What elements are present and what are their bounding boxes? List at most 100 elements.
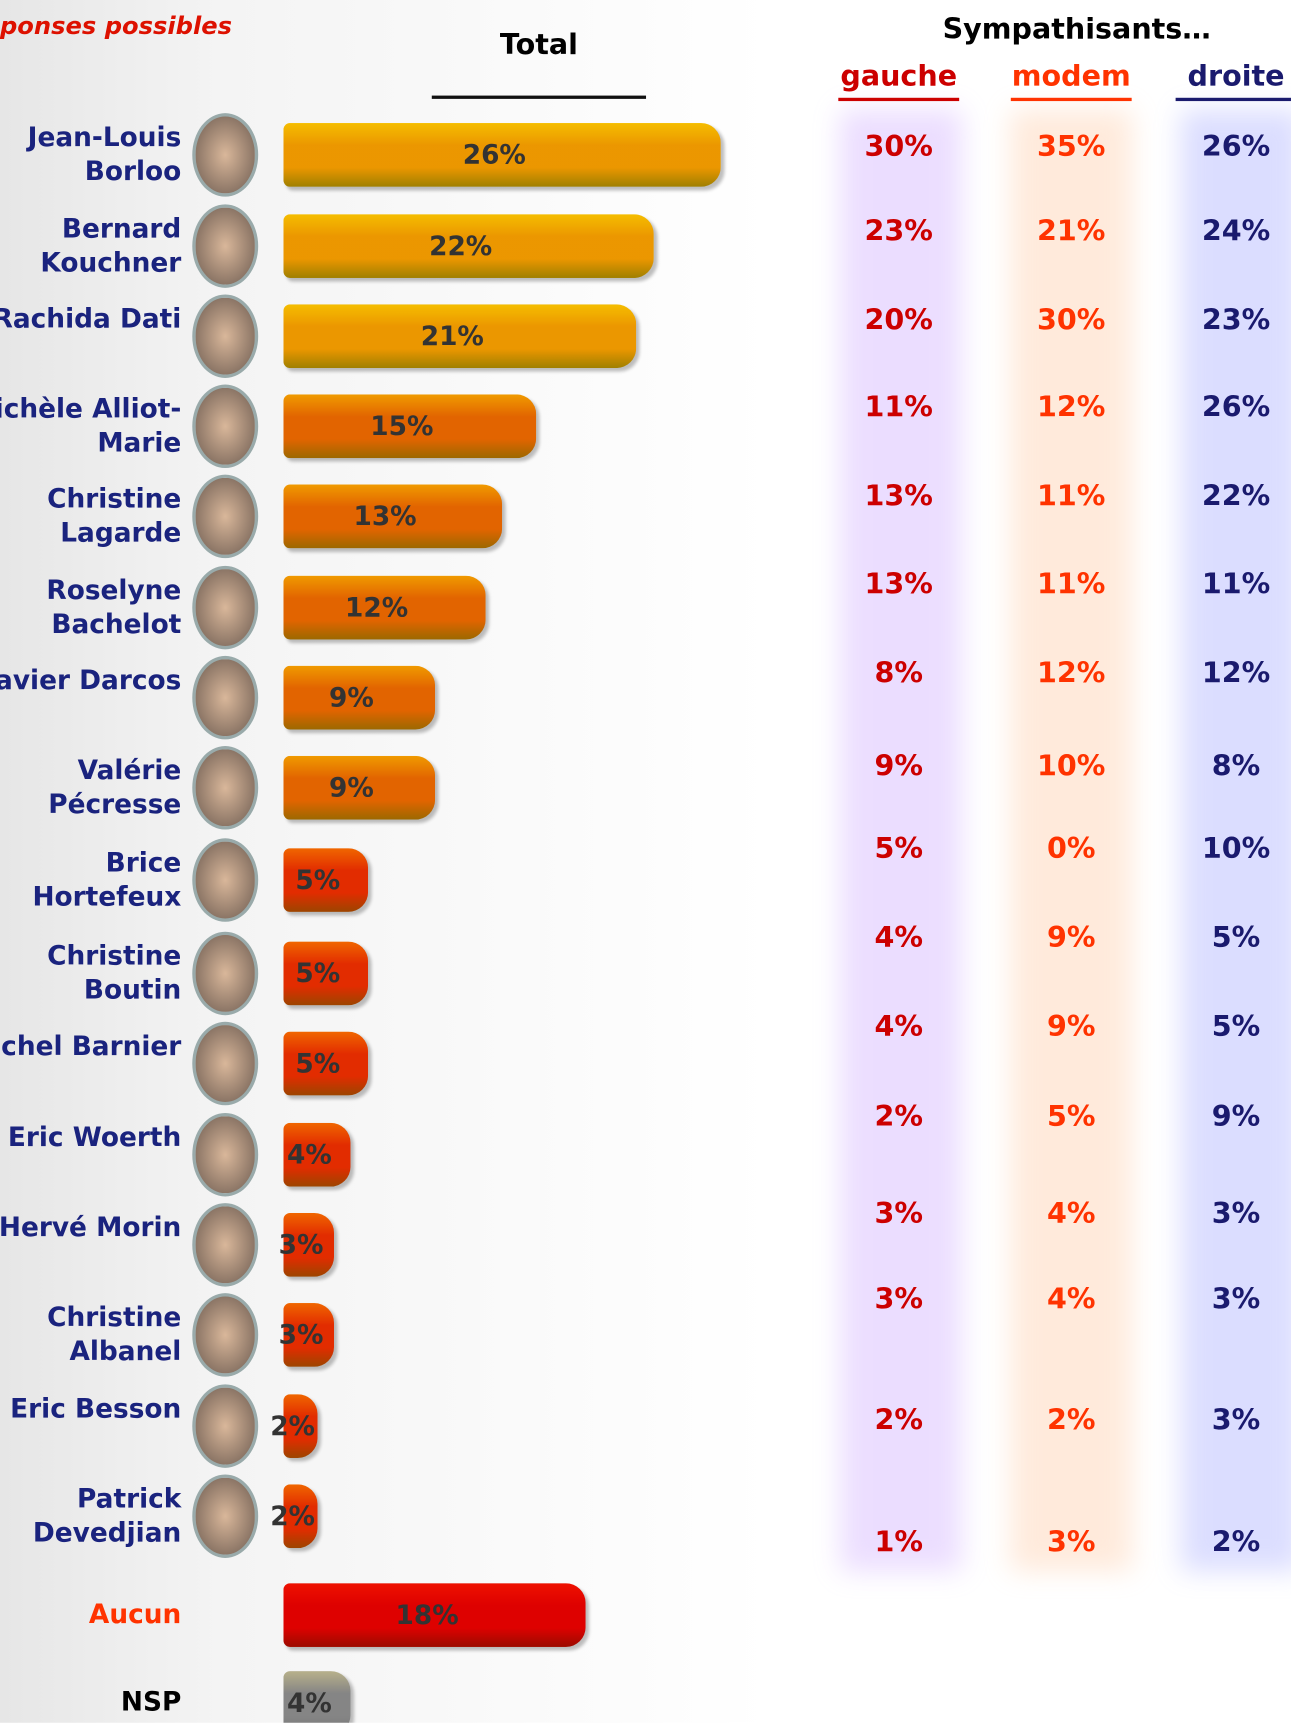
column-value: 10%	[1201, 832, 1271, 866]
column-value: 2%	[1211, 1526, 1261, 1560]
band	[1181, 109, 1291, 1572]
portrait	[192, 474, 259, 559]
column-value: 2%	[874, 1100, 923, 1134]
column-value: 8%	[874, 657, 923, 690]
category-label: Valérie Pécresse	[48, 754, 182, 820]
column-value: 11%	[1037, 568, 1106, 601]
bar: 2%	[270, 1394, 318, 1458]
value-label: 3%	[278, 1229, 324, 1261]
portrait	[192, 1112, 259, 1197]
value-label: 26%	[462, 139, 526, 171]
value-label: 5%	[295, 864, 341, 896]
total-header: Total	[499, 28, 578, 62]
band	[840, 109, 962, 1572]
category-label: Brice Hortefeux	[32, 847, 182, 912]
column-value: 21%	[1037, 215, 1106, 249]
category-label: Michèle Alliot-Marie	[0, 393, 182, 459]
column-value: 5%	[1211, 1010, 1261, 1044]
column-value: 13%	[864, 480, 933, 514]
value-label: 21%	[420, 320, 484, 352]
category-label: NSP	[120, 1686, 182, 1718]
portrait	[192, 1021, 259, 1106]
rule	[431, 95, 647, 99]
column-value: 2%	[1046, 1404, 1096, 1438]
column-value: 23%	[1201, 304, 1271, 338]
column-value: 24%	[1201, 215, 1271, 249]
column-value: 4%	[1046, 1197, 1096, 1231]
bar: 4%	[283, 1122, 351, 1187]
category-label: Eric Woerth	[7, 1121, 182, 1153]
column-value: 3%	[1211, 1197, 1261, 1231]
column-value: 3%	[874, 1283, 923, 1317]
column-value: 1%	[874, 1526, 923, 1560]
value-label: 4%	[287, 1687, 332, 1719]
column-header: droite	[1187, 60, 1285, 94]
portrait	[192, 931, 259, 1016]
bar: 15%	[283, 394, 536, 459]
category-label: Michel Barnier	[0, 1030, 182, 1062]
value-label: 2%	[270, 1500, 315, 1532]
bar: 5%	[283, 1031, 368, 1096]
portrait	[192, 1384, 259, 1468]
column-value: 9%	[1046, 1010, 1096, 1044]
column-value: 5%	[1046, 1100, 1096, 1134]
portrait	[192, 204, 259, 288]
bar: 9%	[283, 755, 435, 820]
group-header: Sympathisants…	[942, 13, 1211, 47]
bar: 5%	[283, 848, 368, 912]
column-value: 9%	[874, 750, 923, 784]
column-value: 4%	[1046, 1283, 1096, 1317]
column-value: 4%	[874, 921, 923, 955]
value-label: 15%	[370, 410, 434, 442]
portrait	[192, 565, 259, 650]
column-value: 5%	[1211, 921, 1261, 955]
bar: 13%	[283, 484, 502, 549]
column-value: 13%	[864, 568, 933, 601]
bar: 22%	[283, 214, 654, 278]
header-rule	[1175, 97, 1291, 102]
column-value: 3%	[1211, 1283, 1261, 1317]
column-value: 2%	[874, 1404, 923, 1438]
value-label: 22%	[429, 230, 493, 262]
value-label: 13%	[353, 501, 417, 532]
bar: 9%	[283, 665, 435, 730]
column-value: 30%	[864, 130, 933, 164]
column-value: 12%	[1201, 657, 1271, 690]
category-label: Rachida Dati	[0, 303, 182, 335]
category-label: Hervé Morin	[0, 1211, 182, 1243]
value-label: 2%	[270, 1410, 315, 1442]
bar: 2%	[270, 1484, 318, 1549]
band	[1010, 109, 1132, 1572]
column-value: 22%	[1201, 480, 1271, 514]
value-label: 5%	[295, 958, 341, 989]
portrait	[192, 655, 259, 740]
bar: 12%	[283, 575, 486, 640]
bar: 21%	[283, 304, 637, 369]
column-value: 26%	[1201, 130, 1271, 164]
value-label: 9%	[329, 682, 374, 714]
portrait	[192, 1293, 259, 1377]
column-value: 3%	[874, 1197, 923, 1231]
column-value: 4%	[874, 1010, 923, 1044]
category-label: Xavier Darcos	[0, 664, 182, 696]
value-label: 4%	[287, 1139, 332, 1171]
category-label: Jean-Louis Borloo	[27, 121, 182, 187]
column-header: gauche	[840, 60, 958, 94]
column-value: 35%	[1037, 130, 1106, 164]
column-header: modem	[1011, 60, 1131, 94]
column-value: 9%	[1211, 1100, 1261, 1134]
portrait	[192, 294, 259, 378]
column-value: 10%	[1037, 750, 1106, 784]
category-label: Aucun	[88, 1598, 182, 1630]
bar: 26%	[283, 123, 721, 187]
category-label: Patrick Devedjian	[32, 1483, 182, 1549]
column-value: 3%	[1211, 1404, 1261, 1438]
column-value: 23%	[864, 215, 933, 249]
bar: 3%	[279, 1303, 334, 1367]
column-value: 0%	[1046, 832, 1096, 866]
column-value: 9%	[1046, 921, 1096, 955]
bar: 5%	[283, 941, 368, 1006]
value-label: 5%	[295, 1048, 341, 1079]
column-value: 12%	[1037, 391, 1106, 425]
column-value: 12%	[1037, 657, 1106, 690]
